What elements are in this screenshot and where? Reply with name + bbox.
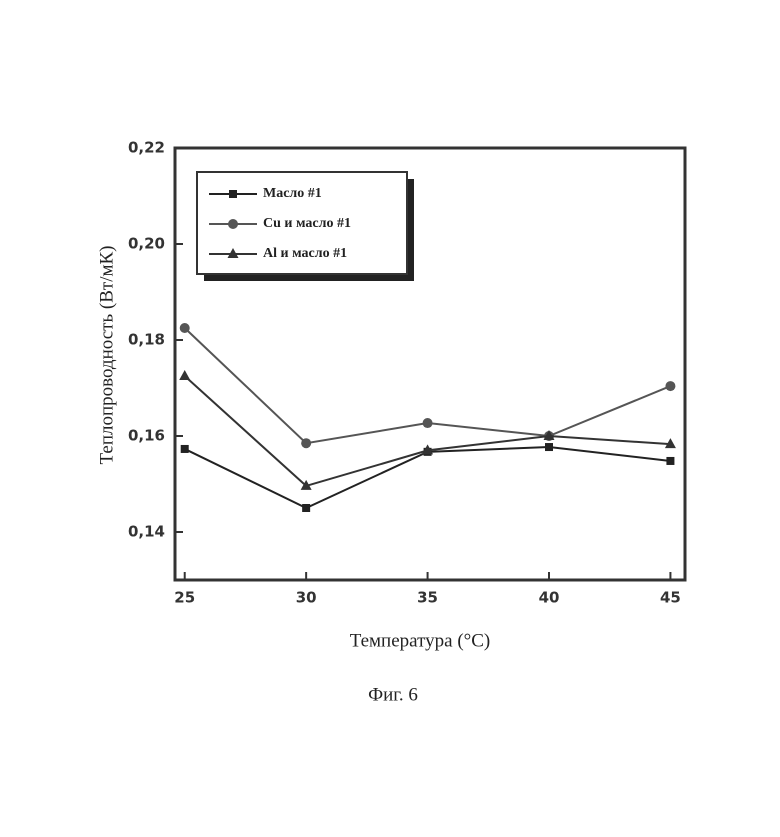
marker	[423, 418, 433, 428]
x-tick-label: 25	[174, 589, 195, 607]
marker	[666, 457, 674, 465]
caption: Фиг. 6	[368, 684, 418, 705]
y-axis-label: Теплопроводность (Вт/мК)	[96, 246, 117, 465]
marker	[302, 504, 310, 512]
x-tick-label: 45	[660, 589, 681, 607]
y-tick-label: 0,14	[128, 523, 165, 541]
y-tick-label: 0,20	[128, 235, 165, 253]
marker	[180, 323, 190, 333]
y-tick-label: 0,18	[128, 331, 165, 349]
marker	[228, 219, 238, 229]
marker	[229, 190, 237, 198]
series-line	[185, 376, 671, 486]
series-line	[185, 447, 671, 508]
marker	[179, 370, 190, 380]
y-tick-label: 0,16	[128, 427, 165, 445]
marker	[301, 438, 311, 448]
legend-label: Cu и масло #1	[263, 216, 351, 231]
x-tick-label: 35	[417, 589, 438, 607]
chart: Температура (°C) Теплопроводность (Вт/мК…	[0, 0, 780, 837]
legend-label: Масло #1	[263, 186, 322, 201]
x-axis-label: Температура (°C)	[350, 630, 491, 651]
legend-label: Al и масло #1	[263, 246, 347, 261]
marker	[181, 445, 189, 453]
marker	[665, 381, 675, 391]
y-tick-label: 0,22	[128, 139, 165, 157]
marker	[545, 443, 553, 451]
x-tick-label: 40	[539, 589, 560, 607]
x-tick-label: 30	[296, 589, 317, 607]
